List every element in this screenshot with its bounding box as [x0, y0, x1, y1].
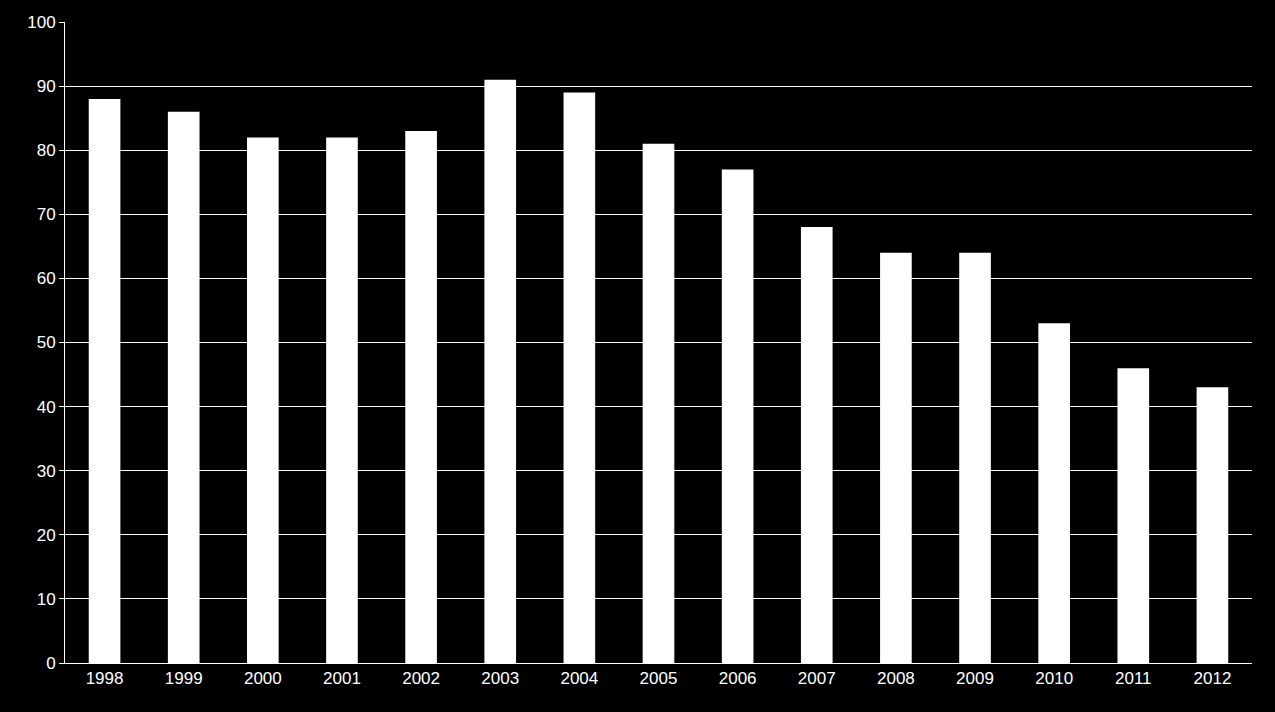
svg-text:2004: 2004 — [560, 669, 598, 688]
svg-text:2002: 2002 — [402, 669, 440, 688]
svg-text:2009: 2009 — [956, 669, 994, 688]
svg-text:2006: 2006 — [719, 669, 757, 688]
svg-text:0: 0 — [46, 654, 55, 673]
svg-text:2011: 2011 — [1115, 669, 1152, 688]
svg-text:2008: 2008 — [877, 669, 915, 688]
svg-text:70: 70 — [37, 205, 56, 224]
svg-text:2010: 2010 — [1035, 669, 1073, 688]
svg-text:50: 50 — [37, 333, 56, 352]
svg-text:60: 60 — [37, 269, 56, 288]
svg-text:20: 20 — [37, 526, 56, 545]
svg-text:2003: 2003 — [481, 669, 519, 688]
svg-text:2012: 2012 — [1194, 669, 1232, 688]
svg-text:1999: 1999 — [165, 669, 203, 688]
svg-text:2007: 2007 — [798, 669, 836, 688]
svg-text:90: 90 — [37, 77, 56, 96]
svg-text:2001: 2001 — [323, 669, 361, 688]
svg-text:2000: 2000 — [244, 669, 282, 688]
svg-text:80: 80 — [37, 141, 56, 160]
svg-text:100: 100 — [27, 13, 55, 32]
svg-text:2005: 2005 — [640, 669, 678, 688]
svg-text:30: 30 — [37, 462, 56, 481]
svg-text:40: 40 — [37, 398, 56, 417]
svg-text:10: 10 — [37, 590, 56, 609]
svg-text:1998: 1998 — [86, 669, 124, 688]
